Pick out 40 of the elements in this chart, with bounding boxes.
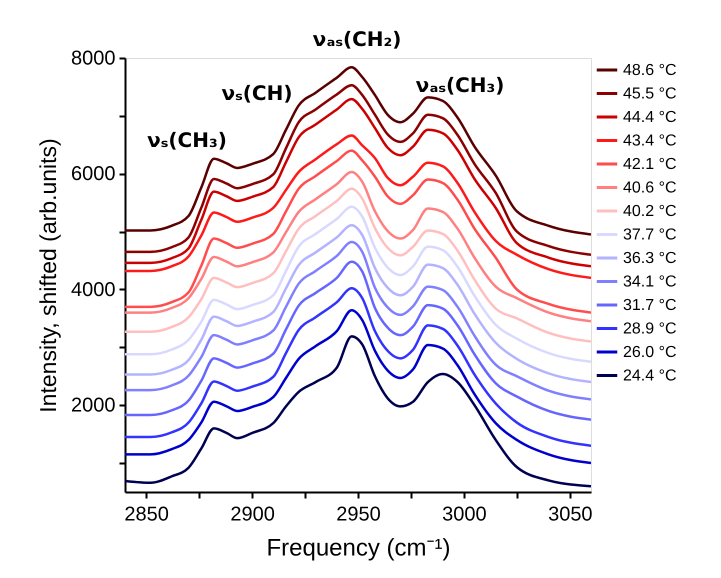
legend-label: 45.5 °C <box>623 86 677 102</box>
annotation: νₛ(CH) <box>222 81 292 105</box>
line-series <box>125 335 591 488</box>
legend-label: 31.7 °C <box>623 297 677 314</box>
y-tick-label: 4000 <box>71 278 116 301</box>
legend-label: 44.4 °C <box>623 109 677 126</box>
line-series <box>125 287 591 447</box>
line-series <box>125 240 591 401</box>
y-tick-label: 2000 <box>71 394 116 417</box>
legend-label: 37.7 °C <box>623 226 677 244</box>
line-series <box>125 188 591 343</box>
y-tick-label: 6000 <box>71 163 116 186</box>
line-series <box>125 309 591 464</box>
legend-label: 26.0 °C <box>623 344 677 361</box>
annotation: νₛ(CH₃) <box>147 128 227 152</box>
x-tick-label: 2950 <box>336 504 381 526</box>
line-series <box>125 149 591 314</box>
legend-label: 43.4 °C <box>623 132 677 150</box>
legend-label: 40.2 °C <box>623 203 677 220</box>
x-tick-label: 3000 <box>442 504 487 526</box>
x-tick-label: 3050 <box>548 504 593 526</box>
line-series <box>125 224 591 384</box>
annotation: νₐₛ(CH₃) <box>416 73 504 97</box>
line-series <box>125 205 591 364</box>
x-axis-title: Frequency (cm⁻¹) <box>266 534 451 562</box>
legend-label: 28.9 °C <box>623 320 677 338</box>
line-series <box>125 260 591 421</box>
line-series <box>125 66 591 236</box>
x-tick-label: 2900 <box>230 504 275 526</box>
legend-label: 34.1 °C <box>623 274 677 290</box>
x-tick-label: 2850 <box>124 504 169 526</box>
legend-label: 40.6 °C <box>623 180 677 196</box>
line-series <box>125 170 591 323</box>
legend-label: 48.6 °C <box>623 62 677 79</box>
y-tick-label: 8000 <box>71 48 116 70</box>
legend-label: 24.4 °C <box>623 368 677 384</box>
legend-label: 36.3 °C <box>623 250 677 267</box>
text: νₐₛ(CH₂) <box>312 27 402 51</box>
legend-label: 42.1 °C <box>623 156 677 173</box>
y-axis-title: Intensity, shifted (arb.units) <box>35 138 62 413</box>
